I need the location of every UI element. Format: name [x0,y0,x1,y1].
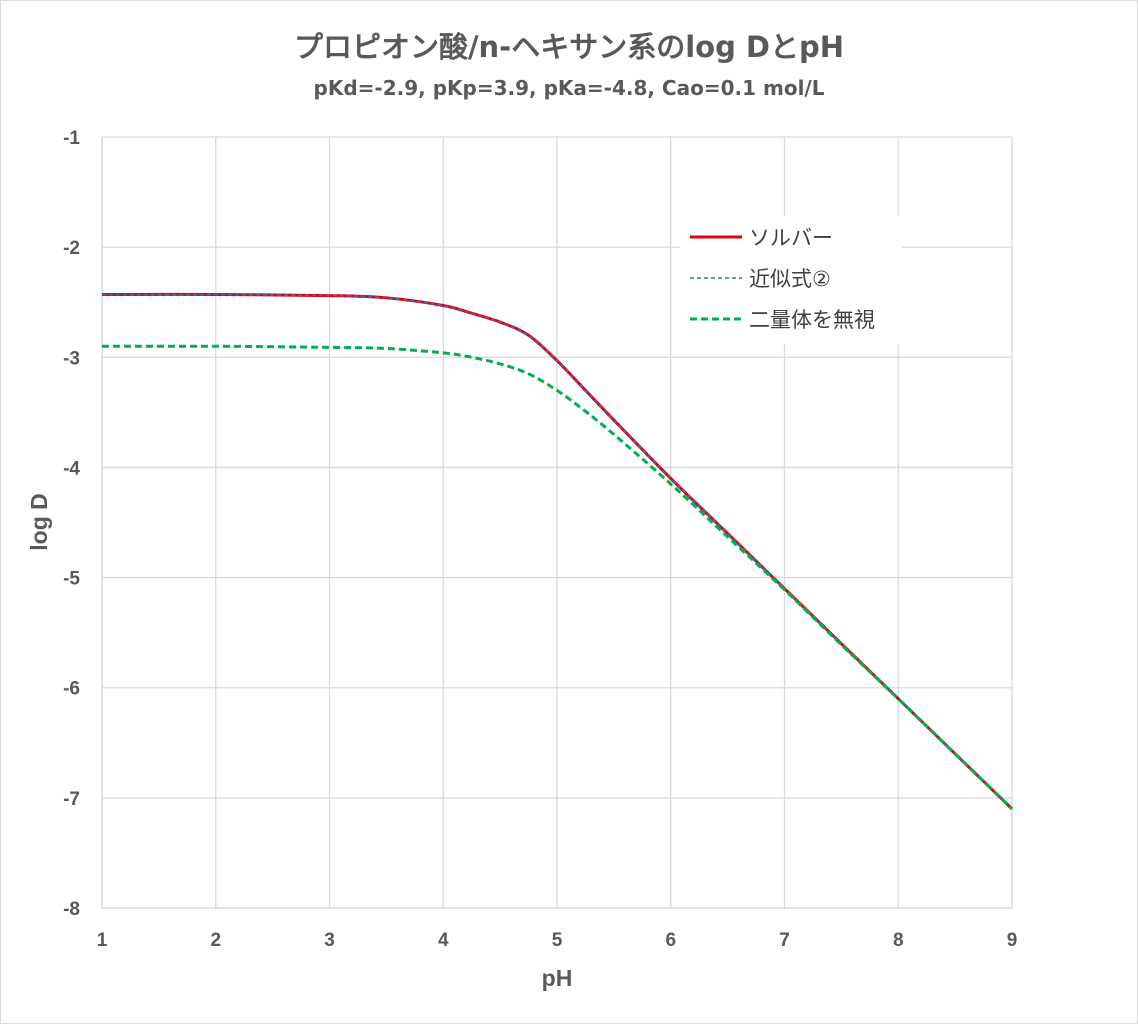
y-tick-label: -7 [63,789,80,810]
chart-title: プロピオン酸/n-ヘキサン系のlog DとpH [293,30,845,64]
y-tick-label: -8 [63,899,80,920]
x-tick-label: 2 [210,930,221,951]
y-tick-label: -6 [63,679,80,700]
x-tick-labels: 1 2 3 4 5 6 7 8 9 [97,930,1018,951]
x-tick-label: 9 [1007,930,1018,951]
axes [101,137,1012,909]
legend-label: ソルバー [749,226,833,250]
x-tick-label: 1 [97,930,108,951]
y-tick-label: -2 [63,238,80,259]
x-tick-label: 4 [438,930,449,951]
legend-label: 近似式② [749,267,831,291]
y-tick-label: -3 [63,348,80,369]
x-tick-label: 5 [552,930,563,951]
series-line-2 [101,293,1013,810]
y-tick-label: -5 [63,569,80,590]
y-tick-label: -1 [63,128,80,149]
chart-subtitle: pKd=-2.9, pKp=3.9, pKa=-4.8, Cao=0.1 mol… [313,76,825,100]
legend-label: 二量体を無視 [749,308,875,332]
x-tick-label: 7 [779,930,790,951]
series-line-3 [101,344,1014,810]
x-tick-label: 8 [893,930,904,951]
x-tick-label: 3 [324,930,335,951]
y-tick-label: -4 [63,458,80,479]
y-tick-labels: -1 -2 -3 -4 -5 -6 -7 -8 [63,128,80,920]
y-axis-title: log D [26,493,52,551]
series-lines [101,292,1014,810]
x-axis-title: pH [542,965,573,991]
x-tick-label: 6 [665,930,676,951]
